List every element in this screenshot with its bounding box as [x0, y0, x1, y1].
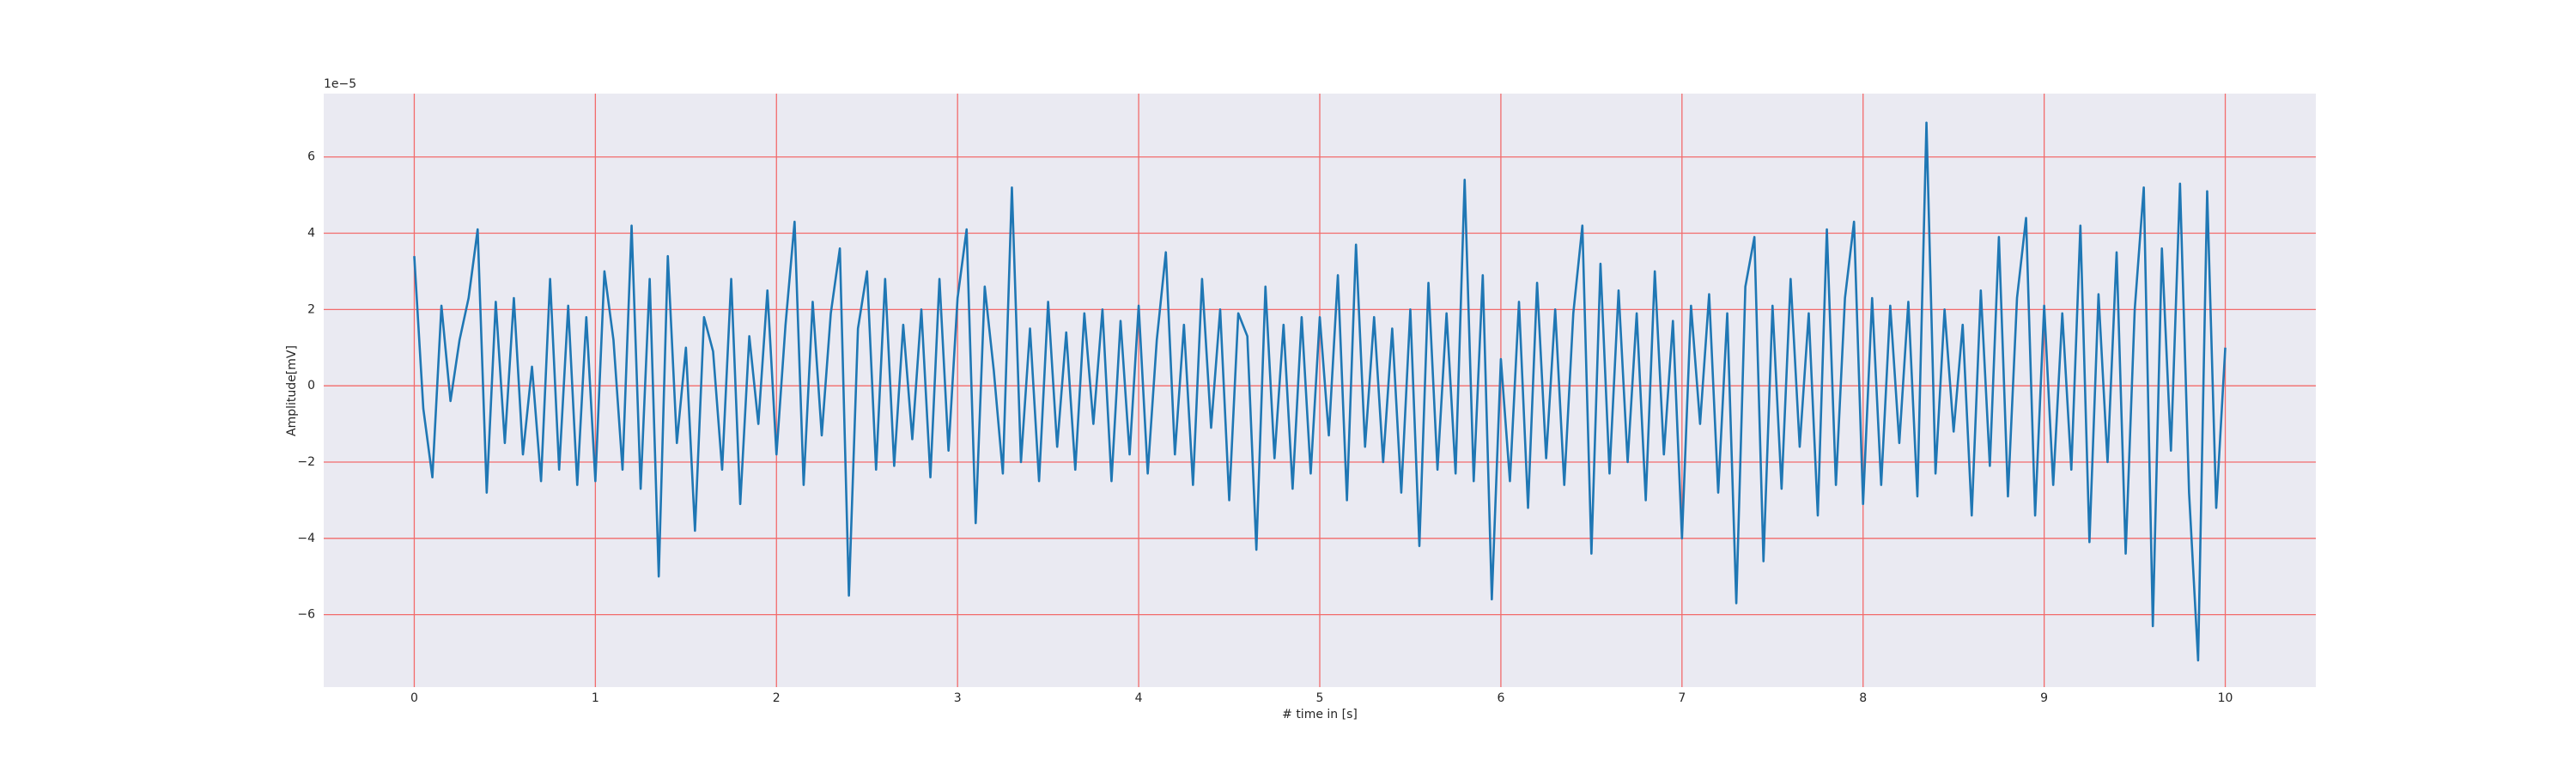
x-tick-label: 2: [773, 691, 781, 705]
y-tick-label: 4: [307, 227, 315, 240]
x-tick-label: 9: [2040, 691, 2048, 705]
x-tick-label: 5: [1316, 691, 1324, 705]
x-tick-label: 3: [954, 691, 962, 705]
x-tick-label: 7: [1678, 691, 1686, 705]
y-tick-label: −4: [297, 532, 315, 545]
y-tick-label: −6: [297, 608, 315, 622]
y-axis-label: Amplitude[mV]: [285, 345, 299, 436]
x-axis-label: # time in [s]: [1282, 708, 1358, 721]
y-tick-label: 6: [307, 150, 315, 164]
y-tick-label: −2: [297, 455, 315, 469]
x-tick-label: 6: [1497, 691, 1504, 705]
signal-line: [413, 121, 2227, 662]
x-tick-label: 10: [2218, 691, 2233, 705]
x-tick-label: 8: [1859, 691, 1867, 705]
y-tick-label: 0: [307, 379, 315, 393]
x-tick-label: 4: [1135, 691, 1143, 705]
x-tick-label: 0: [410, 691, 418, 705]
y-offset-label: 1e−5: [324, 77, 356, 91]
y-tick-label: 2: [307, 302, 315, 316]
x-tick-label: 1: [592, 691, 599, 705]
